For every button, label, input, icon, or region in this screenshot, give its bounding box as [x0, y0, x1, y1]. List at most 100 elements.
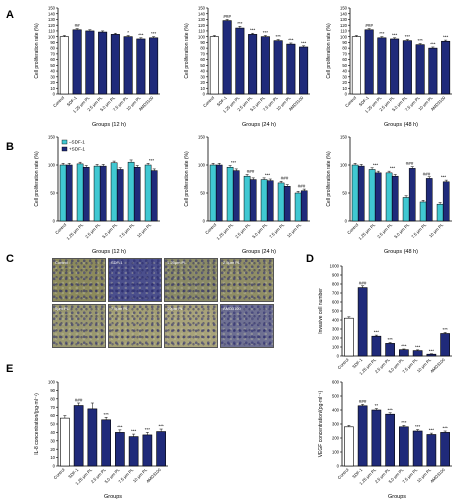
micrograph-tile: AMD3100 — [220, 304, 274, 348]
y-tick-label: 0 — [53, 464, 56, 469]
micrograph-tile: 1.25μm PL — [164, 258, 218, 302]
significance-label: *** — [387, 337, 393, 342]
y-tick-label: 110 — [198, 29, 205, 34]
significance-label: *** — [430, 41, 436, 46]
y-tick-label: 800 — [332, 282, 340, 287]
y-tick-label: 10 — [200, 86, 205, 91]
y-axis-label: IL-8 concentration/(pg·ml⁻¹) — [34, 393, 40, 455]
y-tick-label: 80 — [342, 46, 347, 51]
chart-b3: 0 50 100 150 Cell proliferation rate (%) Grou… — [326, 135, 452, 255]
y-tick-label: 100 — [48, 380, 56, 385]
micrograph-label: 10μm PL — [167, 306, 184, 311]
legend-swatch — [61, 146, 68, 152]
category-label: SDF-1 — [67, 467, 80, 480]
bar — [93, 165, 101, 222]
bar — [243, 175, 251, 222]
category-label: Control — [202, 95, 215, 108]
legend-label: +SDF-1 — [69, 147, 85, 152]
significance-label: *** — [138, 32, 144, 37]
y-tick-label: 120 — [48, 23, 56, 28]
y-axis-label: Cell proliferation rate (%) — [184, 23, 190, 79]
significance-label: *** — [417, 38, 423, 43]
significance-label: ### — [359, 280, 367, 285]
bar — [59, 36, 69, 95]
category-label: 1.25 μm PL — [215, 222, 234, 241]
bar — [116, 169, 124, 222]
y-tick-label: 150 — [48, 135, 56, 140]
significance-label: *** — [145, 427, 151, 432]
bar — [72, 29, 82, 95]
significance-label: ### — [223, 14, 231, 19]
category-label: 10 μm PL — [286, 222, 303, 239]
bar — [136, 38, 146, 95]
y-tick-label: 50 — [200, 63, 205, 68]
y-tick-label: 80 — [50, 396, 55, 401]
bar — [300, 190, 308, 222]
bar — [235, 27, 245, 95]
bar — [85, 30, 95, 95]
micrograph-label: 5μm PL — [55, 306, 69, 311]
y-tick-label: 60 — [200, 57, 205, 62]
category-label: Control — [344, 95, 357, 108]
y-tick-label: 0 — [337, 354, 340, 359]
bar — [156, 431, 166, 467]
y-tick-label: 400 — [332, 408, 340, 413]
significance-label: *** — [275, 34, 281, 39]
y-axis-label: Invasive cell number — [318, 288, 324, 334]
y-tick-label: 50 — [50, 191, 55, 196]
bar — [99, 165, 107, 222]
significance-label: ** — [375, 403, 379, 408]
category-label: AMD3100 — [288, 95, 305, 112]
bar — [412, 430, 423, 467]
category-label: AMD3100 — [430, 95, 447, 112]
significance-label: *** — [301, 40, 307, 45]
bar — [385, 172, 393, 222]
bar — [87, 408, 98, 467]
significance-label: *** — [103, 412, 109, 417]
y-tick-label: 0 — [345, 219, 348, 224]
chart-d: 0 100 200 300 400 500 600 700 800 900 1000 Invasive… — [318, 264, 452, 376]
significance-label: *** — [250, 28, 256, 33]
significance-label: *** — [392, 32, 398, 37]
bar — [390, 38, 400, 95]
y-tick-label: 40 — [342, 69, 347, 74]
y-tick-label: 90 — [200, 40, 205, 45]
bar — [232, 170, 240, 222]
y-tick-label: 300 — [332, 327, 340, 332]
y-tick-label: 500 — [332, 309, 340, 314]
bar — [209, 36, 219, 95]
bar — [277, 182, 285, 222]
bar — [144, 164, 152, 222]
significance-label: *** — [288, 37, 294, 42]
y-tick-label: 120 — [340, 23, 348, 28]
bar — [440, 432, 450, 467]
significance-label: *** — [263, 30, 269, 35]
bar — [283, 186, 291, 222]
y-tick-label: 40 — [50, 430, 55, 435]
micrograph-tile: 2.5μm PL — [220, 258, 274, 302]
bar — [385, 343, 395, 357]
category-label: Control — [53, 467, 66, 480]
y-tick-label: 140 — [48, 11, 56, 16]
x-axis-label: Groups (24 h) — [242, 249, 276, 255]
y-tick-label: 0 — [345, 92, 348, 97]
y-tick-label: 30 — [342, 74, 347, 79]
panel-label-a: A — [6, 9, 14, 21]
y-tick-label: 700 — [332, 291, 340, 296]
y-tick-label: 140 — [198, 11, 206, 16]
category-label: 10 μm PL — [136, 222, 153, 239]
y-tick-label: 150 — [48, 6, 56, 11]
bar — [110, 34, 120, 95]
bar — [371, 409, 382, 467]
y-tick-label: 60 — [50, 57, 55, 62]
bar — [351, 164, 359, 222]
significance-label: ### — [365, 23, 373, 28]
y-tick-label: 40 — [50, 69, 55, 74]
y-tick-label: 130 — [48, 17, 56, 22]
y-tick-label: 200 — [332, 436, 340, 441]
significance-label: *** — [151, 31, 157, 36]
significance-label: *** — [387, 407, 393, 412]
bar — [215, 164, 223, 222]
